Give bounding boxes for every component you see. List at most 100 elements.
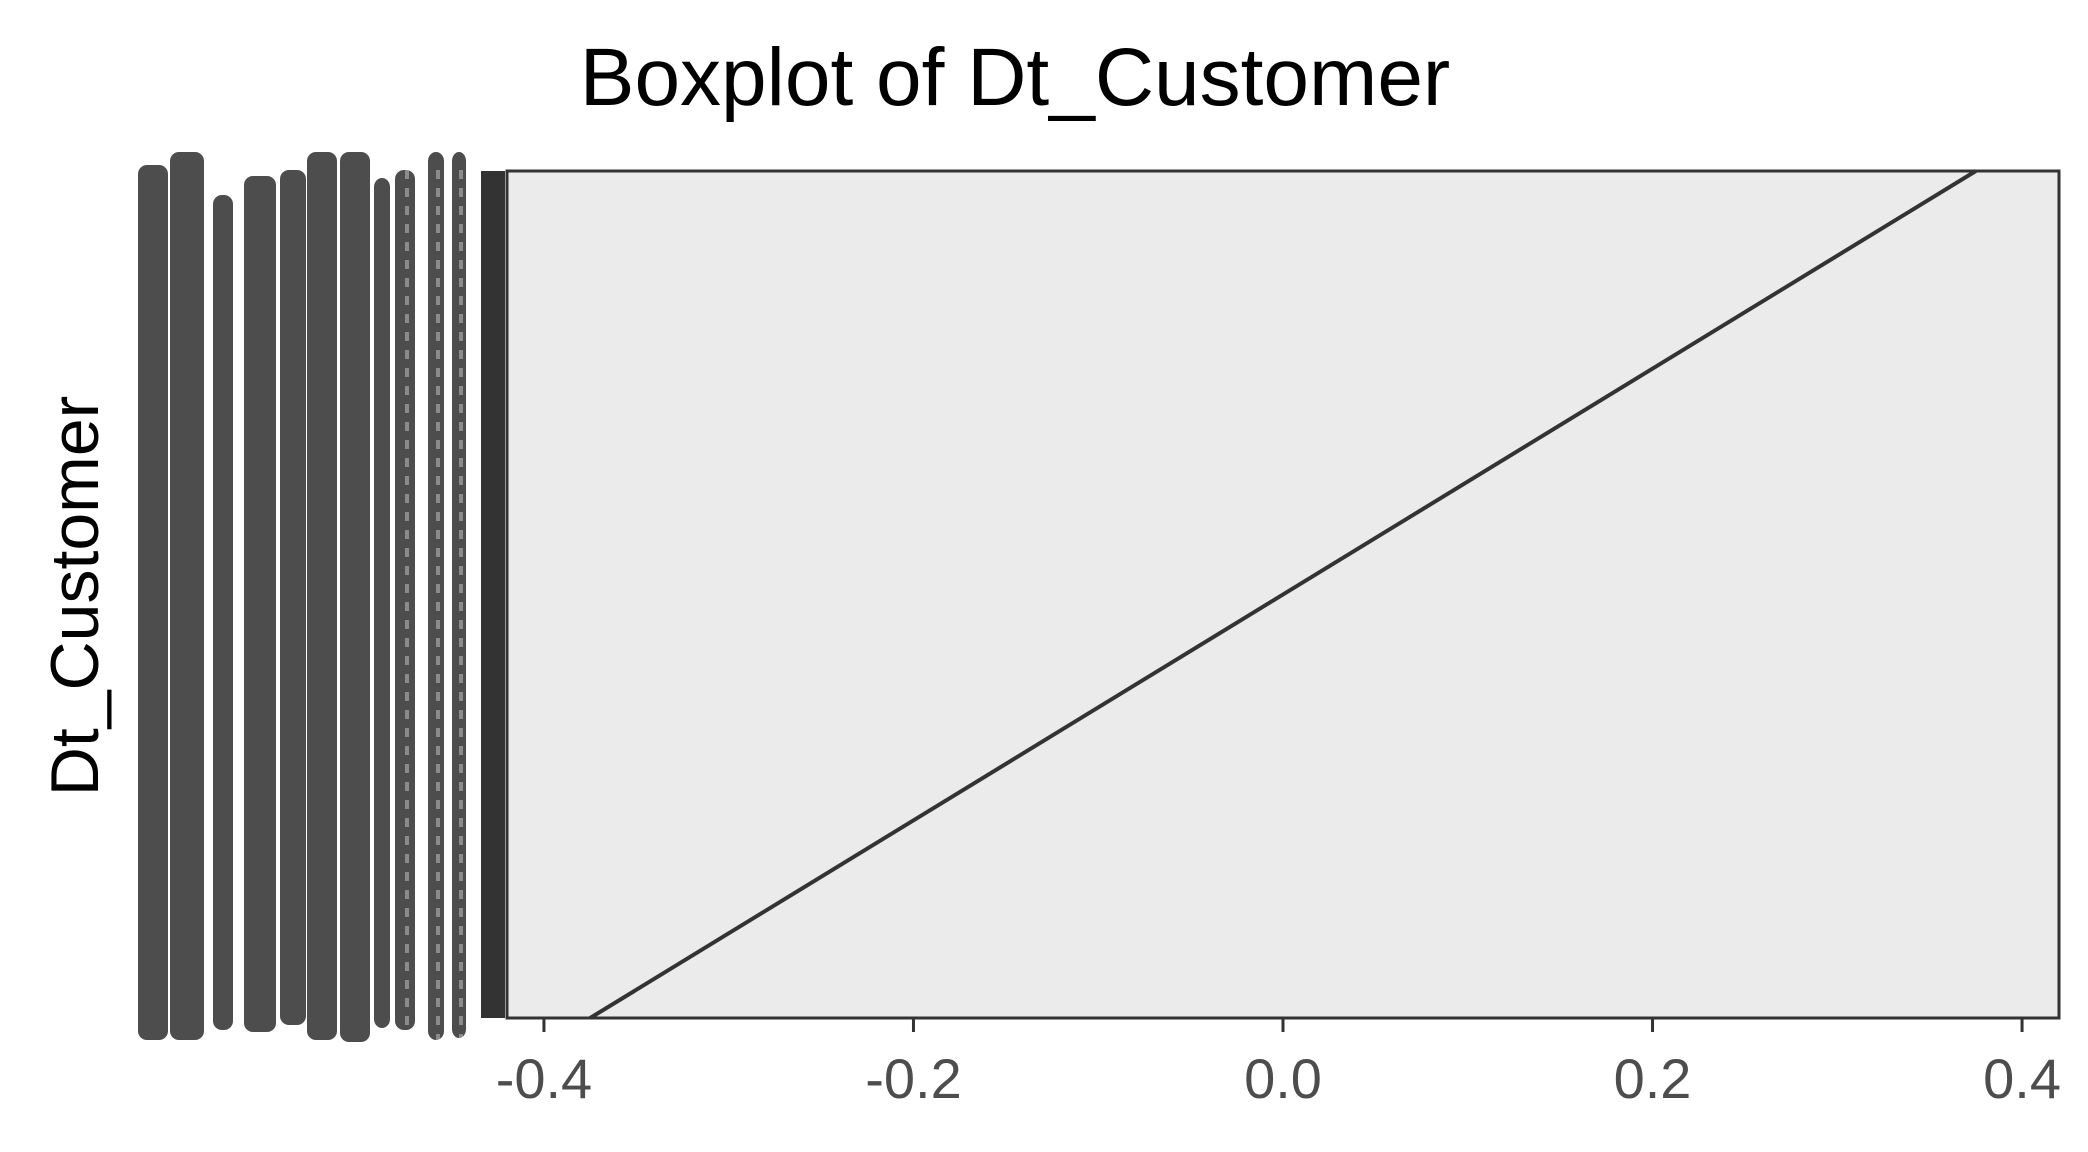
y-tick-label-smear-texture	[459, 836, 463, 845]
y-tick-label-smear-texture	[405, 548, 409, 557]
y-tick-label-smear-texture	[405, 620, 409, 629]
y-tick-label-smear-texture	[459, 908, 463, 917]
y-tick-label-smear	[138, 165, 168, 1040]
y-tick-label-smear-texture	[405, 854, 409, 863]
y-tick-label-smear	[374, 178, 390, 1028]
y-tick-label-smear-texture	[459, 692, 463, 701]
y-tick-label-smear-texture	[436, 224, 440, 233]
chart-title: Boxplot of Dt_Customer	[580, 32, 1451, 123]
y-tick-label-smear-texture	[459, 782, 463, 791]
y-tick-label-smear-texture	[459, 494, 463, 503]
y-tick-label-smear-texture	[459, 998, 463, 1007]
y-tick-label-smear-texture	[436, 332, 440, 341]
y-tick-label-smear-texture	[405, 1016, 409, 1025]
y-tick-label-smear-texture	[436, 278, 440, 287]
y-tick-label-smear-texture	[436, 980, 440, 989]
y-tick-label-smear-texture	[436, 458, 440, 467]
y-tick-label-smear-texture	[436, 1034, 440, 1043]
y-axis-label: Dt_Customer	[37, 396, 113, 797]
y-tick-label-smear-texture	[459, 620, 463, 629]
y-tick-label-smear	[170, 152, 204, 1040]
y-tick-label-smear	[244, 176, 276, 1032]
y-tick-label-smear-texture	[459, 278, 463, 287]
y-tick-label-smear-texture	[436, 944, 440, 953]
y-tick-label-smear-texture	[459, 1034, 463, 1043]
y-tick-label-smear-texture	[459, 440, 463, 449]
y-tick-label-smear-texture	[405, 242, 409, 251]
y-tick-label-smear-texture	[436, 602, 440, 611]
y-tick-label-smear-texture	[459, 818, 463, 827]
y-tick-label-smear	[307, 152, 337, 1040]
y-tick-label-smear-texture	[405, 998, 409, 1007]
y-tick-label-smear-texture	[436, 890, 440, 899]
y-tick-label-smear-texture	[405, 458, 409, 467]
y-tick-label-smear-texture	[436, 836, 440, 845]
y-tick-label-smear	[213, 195, 233, 1030]
x-tick-label: 0.4	[1983, 1047, 2061, 1110]
y-tick-label-smear-texture	[436, 404, 440, 413]
y-tick-label-smear-texture	[405, 566, 409, 575]
y-tick-label-smear-texture	[459, 728, 463, 737]
y-tick-label-smear-texture	[436, 206, 440, 215]
y-tick-label-smear-texture	[436, 1016, 440, 1025]
y-tick-label-smear-texture	[459, 674, 463, 683]
y-tick-label-smear-texture	[405, 512, 409, 521]
y-tick-label-smear-texture	[436, 530, 440, 539]
y-tick-label-smear-texture	[405, 170, 409, 179]
y-tick-label-smear-texture	[405, 764, 409, 773]
y-tick-label-smear-texture	[459, 746, 463, 755]
y-tick-label-smear-texture	[436, 170, 440, 179]
y-tick-label-smear	[280, 170, 306, 1025]
y-tick-label-smear-texture	[405, 224, 409, 233]
y-tick-label-smear-texture	[459, 224, 463, 233]
y-tick-label-smear	[452, 152, 466, 1038]
y-tick-label-smear-texture	[459, 710, 463, 719]
y-tick-label-smear-texture	[436, 908, 440, 917]
y-tick-label-smear-texture	[459, 404, 463, 413]
y-tick-label-smear-texture	[436, 368, 440, 377]
y-tick-label-smear	[428, 152, 444, 1040]
y-tick-label-smear-texture	[405, 404, 409, 413]
x-tick-label: 0.0	[1244, 1047, 1322, 1110]
y-tick-label-smear-texture	[436, 620, 440, 629]
y-tick-label-smear-texture	[405, 314, 409, 323]
y-tick-label-smear-texture	[405, 926, 409, 935]
y-tick-label-smear-texture	[459, 764, 463, 773]
y-tick-label-smear-texture	[405, 350, 409, 359]
y-tick-label-smear-texture	[459, 890, 463, 899]
y-tick-label-smear-texture	[436, 998, 440, 1007]
y-tick-label-smear-texture	[459, 296, 463, 305]
y-tick-label-smear-texture	[459, 332, 463, 341]
y-tick-label-smear-texture	[459, 458, 463, 467]
y-tick-label-smear-texture	[459, 512, 463, 521]
y-tick-label-smear-texture	[405, 656, 409, 665]
y-tick-label-smear-texture	[436, 656, 440, 665]
y-tick-label-smear-texture	[459, 944, 463, 953]
y-tick-label-smear	[340, 152, 370, 1042]
y-tick-label-smear-texture	[405, 908, 409, 917]
y-tick-label-smear-texture	[405, 944, 409, 953]
y-tick-label-smear-texture	[405, 260, 409, 269]
y-tick-label-smear-texture	[436, 764, 440, 773]
y-tick-label-smear-texture	[405, 728, 409, 737]
x-tick-label: -0.4	[496, 1047, 593, 1110]
y-tick-label-smear-texture	[405, 836, 409, 845]
y-tick-label-smear-texture	[436, 692, 440, 701]
y-tick-label-smear-texture	[459, 206, 463, 215]
y-tick-label-smear-texture	[436, 746, 440, 755]
y-tick-label-smear-texture	[459, 368, 463, 377]
y-tick-label-smear-texture	[405, 818, 409, 827]
y-tick-label-smear-texture	[436, 872, 440, 881]
y-tick-labels-overplotted	[138, 152, 466, 1043]
y-tick-label-smear-texture	[436, 314, 440, 323]
y-tick-label-smear-texture	[459, 980, 463, 989]
y-tick-label-smear-texture	[405, 692, 409, 701]
y-tick-label-smear-texture	[436, 386, 440, 395]
y-tick-label-smear-texture	[459, 962, 463, 971]
y-tick-label-smear-texture	[459, 188, 463, 197]
y-tick-label-smear-texture	[459, 638, 463, 647]
y-tick-label-smear-texture	[405, 440, 409, 449]
y-tick-label-smear-texture	[459, 584, 463, 593]
y-tick-label-smear-texture	[436, 854, 440, 863]
